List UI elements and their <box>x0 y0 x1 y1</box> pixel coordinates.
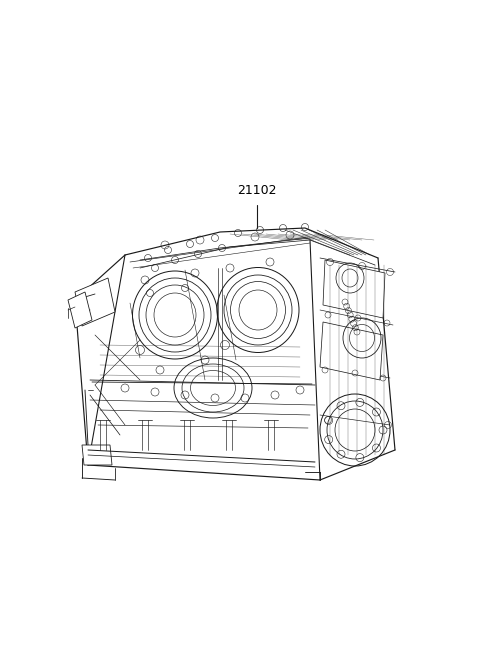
Text: 21102: 21102 <box>237 184 277 197</box>
Polygon shape <box>68 292 92 328</box>
Polygon shape <box>320 322 383 380</box>
Polygon shape <box>75 278 115 326</box>
Polygon shape <box>82 445 112 465</box>
Polygon shape <box>323 260 385 318</box>
